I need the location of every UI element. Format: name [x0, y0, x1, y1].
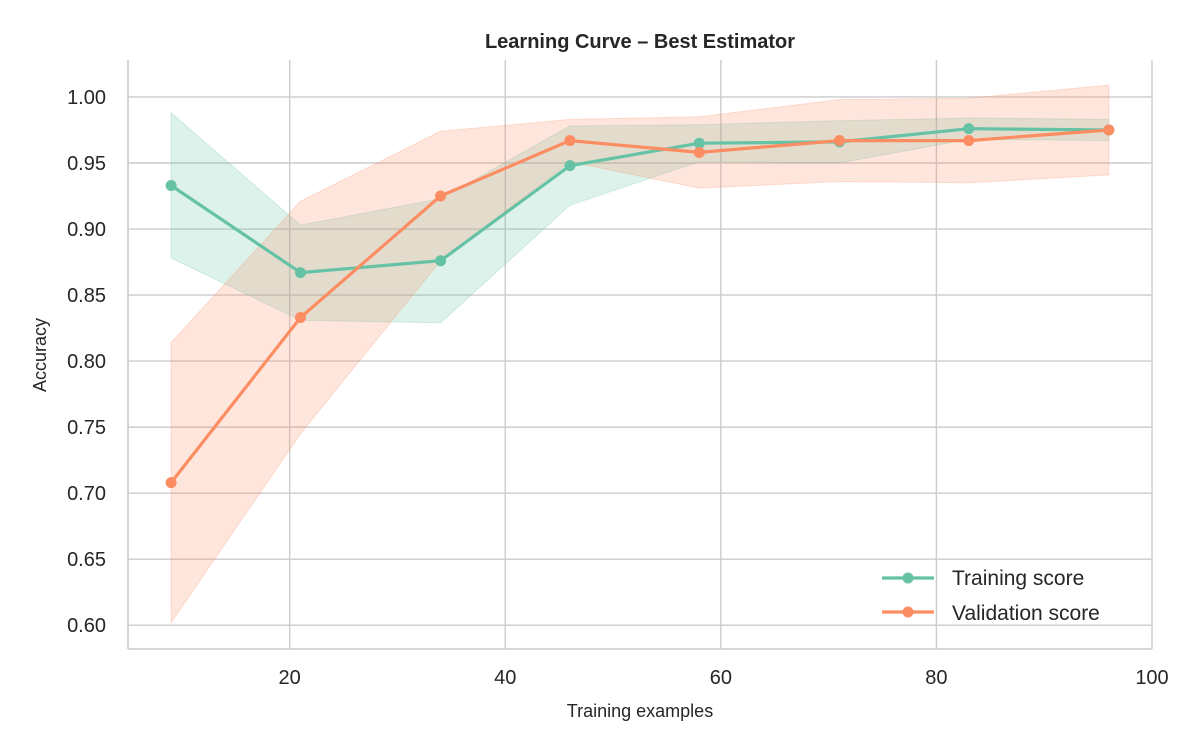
x-tick-label: 100 — [1135, 667, 1168, 689]
x-tick-label: 60 — [710, 667, 732, 689]
point-training — [963, 123, 975, 135]
y-tick-label: 0.80 — [67, 351, 106, 373]
point-training — [165, 179, 177, 191]
x-tick-labels: 20 40 60 80 100 — [279, 667, 1169, 689]
y-tick-label: 0.70 — [67, 483, 106, 505]
confidence-bands — [170, 84, 1110, 625]
y-tick-label: 1.00 — [67, 87, 106, 109]
band-training — [170, 111, 1110, 324]
point-training — [564, 160, 576, 172]
y-tick-label: 0.65 — [67, 549, 106, 571]
point-validation — [963, 135, 975, 147]
band-validation — [170, 84, 1110, 625]
point-validation — [564, 135, 576, 147]
grid — [128, 60, 1153, 649]
x-tick-label: 20 — [279, 667, 301, 689]
legend-label-validation: Validation score — [952, 602, 1100, 625]
x-axis-label: Training examples — [567, 701, 713, 721]
y-tick-labels: 0.60 0.65 0.70 0.75 0.80 0.85 0.90 0.95 1.00 — [67, 87, 106, 637]
y-tick-label: 0.95 — [67, 153, 106, 175]
line-validation — [169, 128, 1110, 484]
axes — [127, 60, 1152, 650]
point-validation — [165, 477, 177, 489]
y-axis-label: Accuracy — [30, 318, 50, 392]
point-validation — [693, 146, 705, 158]
point-training — [435, 255, 447, 267]
y-tick-label: 0.90 — [67, 219, 106, 241]
series-lines — [169, 127, 1110, 484]
y-tick-label: 0.75 — [67, 417, 106, 439]
y-tick-label: 0.60 — [67, 615, 106, 637]
legend-marker-training — [902, 572, 914, 584]
x-tick-label: 80 — [925, 667, 947, 689]
point-validation — [833, 135, 845, 147]
line-training — [170, 127, 1109, 275]
point-validation — [435, 190, 447, 202]
point-validation — [1103, 124, 1115, 136]
chart-title: Learning Curve – Best Estimator — [485, 31, 795, 53]
legend-label-training: Training score — [952, 567, 1084, 590]
point-training — [693, 137, 705, 149]
legend: Training score Validation score — [882, 567, 1100, 625]
point-training — [294, 267, 306, 279]
point-validation — [294, 312, 306, 324]
legend-marker-validation — [902, 606, 914, 618]
y-tick-label: 0.85 — [67, 285, 106, 307]
series-points — [165, 123, 1115, 489]
x-tick-label: 40 — [494, 667, 516, 689]
